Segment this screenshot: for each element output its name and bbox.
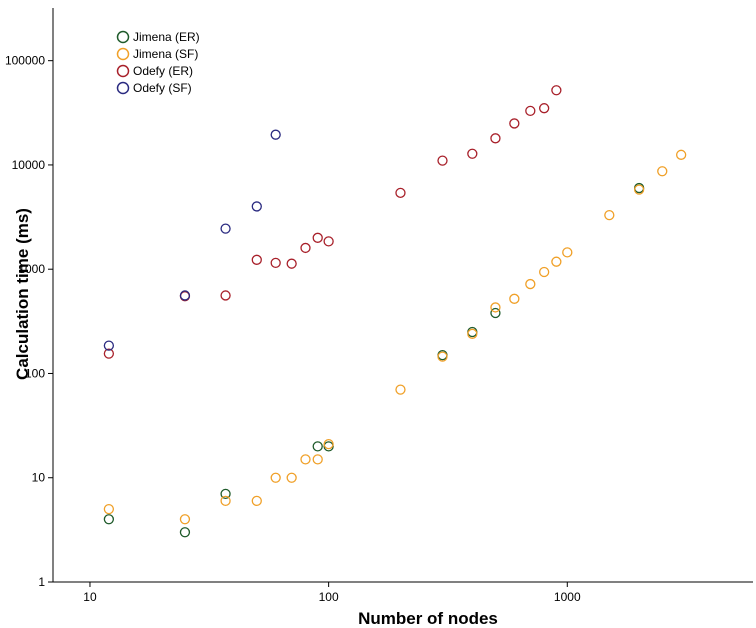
point-odefy-er: [312, 232, 323, 243]
point-jimena-sf: [323, 438, 334, 450]
y-tick-label: 10000: [12, 158, 46, 172]
x-axis-ticks: 10 100 1000: [83, 582, 581, 604]
point-odefy-er: [539, 103, 550, 114]
legend-marker: [116, 30, 130, 44]
y-tick-label: 100: [25, 366, 45, 380]
point-jimena-er: [490, 307, 501, 319]
point-jimena-sf: [490, 302, 501, 313]
y-tick-label: 100000: [5, 54, 45, 68]
point-odefy-er: [395, 187, 406, 198]
legend-marker: [116, 47, 130, 61]
legend-label: Jimena (ER): [133, 30, 200, 44]
x-tick-label: 1000: [554, 590, 581, 604]
y-tick-label: 1: [38, 575, 45, 589]
legend-label: Jimena (SF): [133, 47, 198, 61]
legend-label: Odefy (SF): [133, 81, 192, 95]
point-jimena-sf: [657, 166, 668, 177]
point-odefy-er: [270, 257, 281, 269]
point-jimena-er: [312, 441, 323, 452]
y-axis-title: Calculation time (ms): [13, 208, 32, 380]
point-odefy-er: [323, 236, 334, 247]
point-odefy-er: [551, 85, 562, 96]
point-odefy-er: [220, 290, 231, 301]
point-odefy-sf: [220, 223, 231, 234]
point-odefy-er: [467, 148, 478, 159]
point-odefy-er: [509, 118, 520, 129]
point-jimena-sf: [604, 209, 615, 221]
legend-marker: [116, 64, 130, 78]
point-jimena-sf: [525, 278, 536, 290]
point-jimena-sf: [220, 495, 231, 507]
y-tick-label: 1000: [18, 262, 45, 276]
point-jimena-sf: [300, 454, 311, 465]
point-jimena-sf: [539, 266, 550, 278]
x-tick-label: 10: [83, 590, 97, 604]
point-jimena-er: [220, 488, 231, 500]
point-odefy-sf: [270, 129, 281, 140]
x-axis-title: Number of nodes: [358, 609, 498, 628]
x-tick-label: 100: [319, 590, 339, 604]
point-jimena-sf: [103, 503, 115, 515]
point-jimena-sf: [251, 495, 262, 507]
point-jimena-er: [323, 441, 334, 452]
point-jimena-sf: [562, 247, 573, 258]
legend: Jimena (ER) Jimena (SF) Odefy (ER) Odefy (S…: [116, 30, 200, 95]
point-odefy-sf: [103, 340, 115, 351]
point-jimena-sf: [467, 328, 478, 339]
point-odefy-er: [437, 155, 448, 166]
point-odefy-er: [300, 242, 311, 254]
point-jimena-sf: [286, 472, 297, 483]
point-jimena-er: [103, 514, 115, 525]
legend-marker: [116, 81, 130, 95]
point-jimena-sf: [551, 256, 562, 267]
point-jimena-sf: [676, 149, 687, 160]
point-jimena-sf: [437, 351, 448, 362]
point-odefy-er: [251, 254, 262, 265]
y-tick-label: 10: [32, 471, 46, 485]
point-odefy-er: [286, 258, 297, 269]
point-jimena-sf: [395, 384, 406, 395]
data-points: [103, 85, 687, 538]
point-jimena-sf: [312, 454, 323, 465]
y-axis-ticks: 1 10 100 1000 10000 100000: [5, 54, 53, 589]
point-odefy-er: [525, 105, 536, 117]
point-jimena-er: [179, 527, 191, 538]
point-odefy-sf: [179, 290, 191, 301]
point-jimena-sf: [270, 472, 281, 483]
point-odefy-er: [103, 348, 115, 359]
point-jimena-sf: [179, 514, 191, 525]
legend-label: Odefy (ER): [133, 64, 193, 78]
point-jimena-sf: [633, 184, 645, 195]
point-jimena-sf: [509, 293, 520, 304]
point-odefy-sf: [251, 201, 262, 212]
point-odefy-er: [490, 133, 501, 144]
